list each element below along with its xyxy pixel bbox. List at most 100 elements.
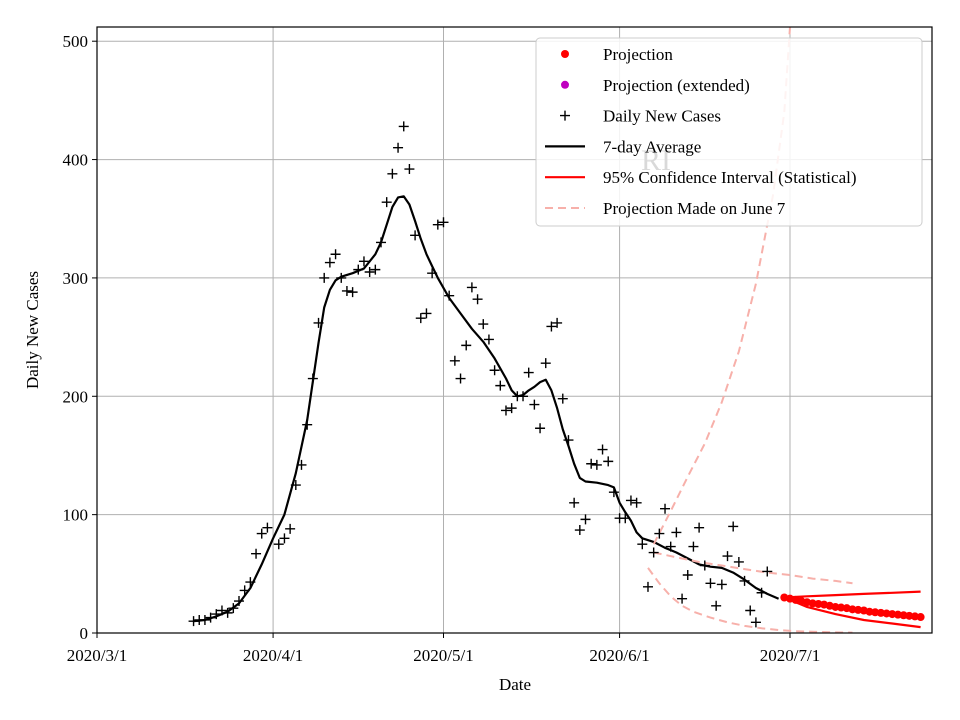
- daily-cases-point: [546, 321, 557, 332]
- legend-label-avg: 7-day Average: [603, 137, 701, 156]
- daily-cases-point: [478, 319, 489, 330]
- june-7-projection-center-line: [653, 551, 853, 585]
- daily-cases-point: [472, 294, 483, 305]
- daily-cases-point: [313, 317, 324, 328]
- daily-cases-point: [432, 219, 443, 230]
- daily-cases-point: [586, 458, 597, 469]
- daily-cases-point: [529, 399, 540, 410]
- daily-cases-point: [705, 578, 716, 589]
- legend-box: [535, 37, 923, 227]
- daily-cases-point: [728, 521, 739, 532]
- daily-cases-point: [563, 435, 574, 446]
- daily-cases-point: [427, 268, 438, 279]
- daily-cases-point: [716, 579, 727, 590]
- x-tick-label: 2020/5/1: [413, 646, 473, 665]
- daily-cases-point: [603, 456, 614, 467]
- daily-cases-point: [660, 503, 671, 514]
- daily-cases-point: [733, 556, 744, 567]
- daily-cases-point: [495, 380, 506, 391]
- daily-cases-point: [438, 217, 449, 228]
- daily-cases-point: [637, 539, 648, 550]
- y-tick-label: 200: [63, 387, 89, 406]
- y-tick-label: 100: [63, 506, 89, 525]
- daily-cases-point: [302, 419, 313, 430]
- daily-cases-point: [466, 282, 477, 293]
- daily-cases-point: [216, 605, 227, 616]
- daily-cases-point: [665, 541, 676, 552]
- daily-cases-point: [677, 593, 688, 604]
- daily-cases-point: [228, 603, 239, 614]
- daily-cases-point: [739, 575, 750, 586]
- daily-cases-point: [398, 121, 409, 132]
- legend-label-daily: Daily New Cases: [603, 107, 721, 126]
- daily-cases-point: [307, 373, 318, 384]
- y-axis-label: Daily New Cases: [23, 271, 42, 389]
- daily-cases-point: [756, 587, 767, 598]
- daily-cases-point: [631, 497, 642, 508]
- daily-cases-point: [500, 405, 511, 416]
- daily-cases-point: [376, 237, 387, 248]
- daily-cases-point: [370, 264, 381, 275]
- plot-series: [188, 27, 925, 633]
- daily-cases-point: [518, 391, 529, 402]
- daily-cases-point: [188, 616, 199, 627]
- daily-cases-point: [688, 541, 699, 552]
- daily-cases-point: [540, 358, 551, 369]
- daily-cases-point: [455, 373, 466, 384]
- y-tick-label: 400: [63, 151, 89, 170]
- y-tick-label: 300: [63, 269, 89, 288]
- x-tick-label: 2020/7/1: [760, 646, 820, 665]
- daily-cases-point: [324, 257, 335, 268]
- legend-swatch-projection: [561, 50, 569, 58]
- daily-cases-point: [648, 547, 659, 558]
- daily-cases-point: [620, 513, 631, 524]
- daily-cases-point: [404, 164, 415, 175]
- june-7-lower-bound-line: [647, 567, 853, 633]
- daily-cases-point: [535, 423, 546, 434]
- daily-cases-point: [580, 514, 591, 525]
- daily-cases-point: [552, 317, 563, 328]
- 95-ci-upper-line: [784, 590, 921, 599]
- daily-cases-point: [336, 272, 347, 283]
- daily-cases-point: [421, 308, 432, 319]
- daily-cases-point: [483, 334, 494, 345]
- daily-cases-point: [694, 522, 705, 533]
- daily-cases-point: [330, 249, 341, 260]
- plot-frame: [96, 26, 933, 634]
- seven-day-average-line: [193, 195, 780, 623]
- x-tick-label: 2020/6/1: [589, 646, 649, 665]
- daily-cases-point: [597, 444, 608, 455]
- june-7-upper-bound-line: [652, 27, 791, 545]
- x-axis-label: Date: [499, 675, 531, 694]
- daily-cases-point: [745, 605, 756, 616]
- daily-cases-point: [239, 585, 250, 596]
- daily-cases-point: [296, 459, 307, 470]
- daily-cases-point: [574, 525, 585, 536]
- daily-cases-point: [654, 528, 665, 539]
- daily-cases-point: [461, 340, 472, 351]
- daily-cases-point: [489, 365, 500, 376]
- daily-cases-point: [393, 142, 404, 153]
- daily-cases-point: [290, 480, 301, 491]
- x-tick-label: 2020/4/1: [243, 646, 303, 665]
- daily-cases-point: [410, 230, 421, 241]
- daily-cases-point: [381, 197, 392, 208]
- y-tick-label: 500: [63, 32, 89, 51]
- daily-cases-point: [711, 600, 722, 611]
- daily-cases-point: [506, 403, 517, 414]
- daily-cases-point: [199, 614, 210, 625]
- x-tick-label: 2020/3/1: [67, 646, 127, 665]
- daily-cases-point: [444, 290, 455, 301]
- daily-cases-point: [285, 523, 296, 534]
- daily-cases-point: [222, 607, 233, 618]
- daily-cases-point: [415, 313, 426, 324]
- daily-cases-point: [205, 612, 216, 623]
- daily-cases-point: [256, 528, 267, 539]
- daily-cases-point: [364, 267, 375, 278]
- daily-cases-point: [591, 459, 602, 470]
- daily-cases-point: [608, 487, 619, 498]
- daily-cases-point: [319, 272, 330, 283]
- daily-cases-point: [262, 522, 273, 533]
- daily-cases-point: [569, 497, 580, 508]
